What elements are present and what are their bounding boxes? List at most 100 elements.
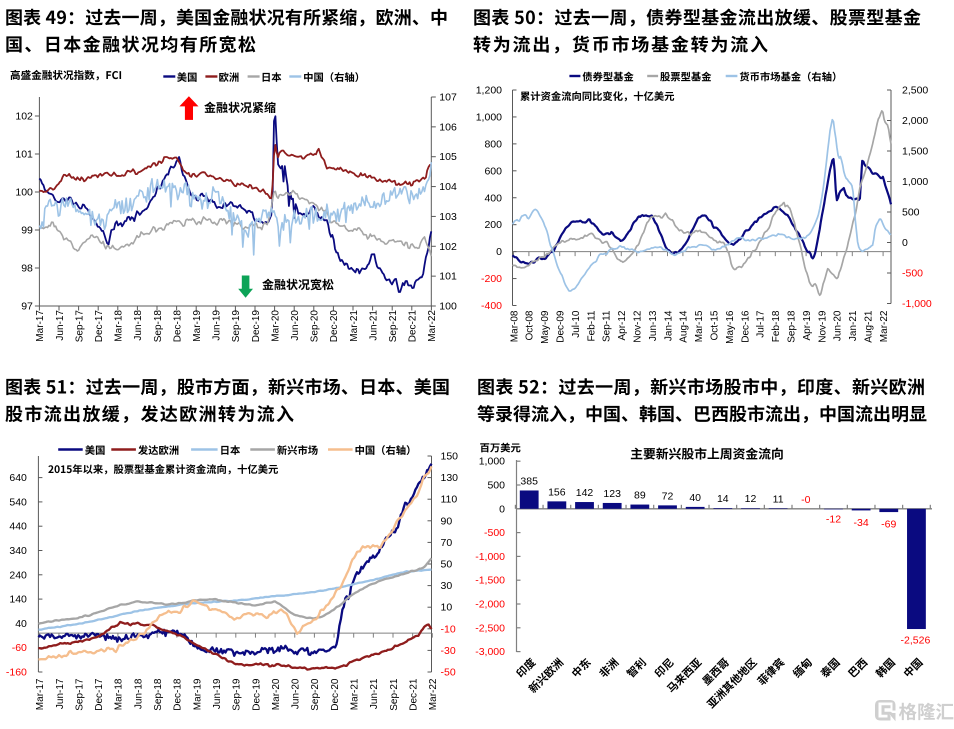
svg-text:Sep-19: Sep-19 bbox=[232, 678, 243, 711]
svg-text:800: 800 bbox=[484, 138, 502, 150]
svg-text:Mar-19: Mar-19 bbox=[192, 310, 203, 342]
svg-text:Jul-17: Jul-17 bbox=[756, 310, 767, 338]
svg-text:2,000: 2,000 bbox=[902, 115, 928, 127]
svg-text:97: 97 bbox=[21, 301, 33, 313]
svg-text:142: 142 bbox=[576, 487, 594, 499]
svg-text:-50: -50 bbox=[441, 667, 456, 679]
svg-text:Sep-18: Sep-18 bbox=[153, 310, 164, 343]
svg-text:Dec-09: Dec-09 bbox=[556, 310, 567, 343]
svg-text:12: 12 bbox=[745, 493, 757, 505]
svg-text:14: 14 bbox=[717, 493, 729, 505]
svg-text:-12: -12 bbox=[826, 513, 841, 525]
svg-text:0: 0 bbox=[902, 237, 908, 249]
svg-text:Jun-18: Jun-18 bbox=[133, 678, 144, 709]
svg-text:Mar-20: Mar-20 bbox=[270, 310, 281, 342]
svg-text:-1,500: -1,500 bbox=[475, 575, 505, 587]
svg-text:Mar-21: Mar-21 bbox=[349, 310, 360, 342]
svg-text:Mar-18: Mar-18 bbox=[114, 678, 125, 710]
svg-text:-34: -34 bbox=[854, 517, 869, 529]
svg-text:103: 103 bbox=[439, 211, 457, 223]
svg-text:Dec-19: Dec-19 bbox=[251, 678, 262, 711]
svg-text:Aug-21: Aug-21 bbox=[864, 310, 875, 343]
svg-text:Jun-20: Jun-20 bbox=[291, 678, 302, 709]
svg-text:Sep-17: Sep-17 bbox=[74, 310, 85, 343]
svg-text:Dec-18: Dec-18 bbox=[173, 678, 184, 711]
svg-text:0: 0 bbox=[496, 246, 502, 258]
svg-text:150: 150 bbox=[441, 451, 459, 463]
svg-text:-1,000: -1,000 bbox=[475, 551, 505, 563]
svg-text:-2,000: -2,000 bbox=[475, 599, 505, 611]
svg-text:Sep-20: Sep-20 bbox=[310, 310, 321, 343]
svg-text:400: 400 bbox=[484, 192, 502, 204]
svg-text:Jun-17: Jun-17 bbox=[55, 310, 66, 341]
svg-text:440: 440 bbox=[9, 521, 27, 533]
svg-text:Jun-21: Jun-21 bbox=[369, 678, 380, 709]
svg-text:1,200: 1,200 bbox=[476, 85, 502, 97]
svg-text:Jun-17: Jun-17 bbox=[55, 678, 66, 709]
svg-text:Aug-14: Aug-14 bbox=[679, 310, 690, 343]
svg-text:107: 107 bbox=[439, 92, 457, 104]
svg-text:Sep-17: Sep-17 bbox=[74, 678, 85, 711]
svg-text:Jun-18: Jun-18 bbox=[133, 310, 144, 341]
svg-text:Jan-21: Jan-21 bbox=[848, 310, 859, 341]
svg-text:Mar-17: Mar-17 bbox=[35, 678, 46, 710]
svg-text:-10: -10 bbox=[441, 623, 456, 635]
svg-text:50: 50 bbox=[441, 559, 453, 571]
svg-text:Mar-15: Mar-15 bbox=[694, 310, 705, 342]
svg-text:100: 100 bbox=[15, 187, 33, 199]
svg-text:-400: -400 bbox=[481, 300, 502, 312]
svg-text:Mar-22: Mar-22 bbox=[427, 310, 438, 342]
svg-text:340: 340 bbox=[9, 545, 27, 557]
svg-text:1,000: 1,000 bbox=[902, 176, 928, 188]
svg-text:-3,000: -3,000 bbox=[475, 646, 505, 658]
svg-text:-0: -0 bbox=[801, 494, 810, 506]
svg-text:110: 110 bbox=[441, 494, 458, 506]
svg-text:-200: -200 bbox=[481, 273, 502, 285]
svg-text:130: 130 bbox=[441, 472, 459, 484]
svg-text:123: 123 bbox=[603, 488, 621, 500]
svg-text:10: 10 bbox=[441, 602, 453, 614]
svg-text:2,500: 2,500 bbox=[902, 85, 928, 97]
svg-text:Dec-20: Dec-20 bbox=[329, 310, 340, 343]
svg-text:0: 0 bbox=[499, 503, 505, 515]
svg-text:Dec-19: Dec-19 bbox=[251, 310, 262, 343]
svg-text:70: 70 bbox=[441, 537, 453, 549]
svg-text:-2,500: -2,500 bbox=[475, 622, 505, 634]
svg-text:540: 540 bbox=[9, 496, 27, 508]
svg-text:1,000: 1,000 bbox=[476, 111, 502, 123]
svg-text:May-16: May-16 bbox=[725, 310, 736, 344]
svg-text:Oct-08: Oct-08 bbox=[525, 310, 536, 340]
svg-text:-1,000: -1,000 bbox=[902, 298, 932, 310]
svg-text:Sep-18: Sep-18 bbox=[787, 310, 798, 343]
svg-text:-2,526: -2,526 bbox=[901, 635, 931, 647]
svg-text:Nov-19: Nov-19 bbox=[817, 310, 828, 343]
svg-text:Mar-21: Mar-21 bbox=[350, 678, 361, 710]
svg-text:72: 72 bbox=[662, 490, 674, 502]
svg-text:Jun-21: Jun-21 bbox=[368, 310, 379, 341]
svg-text:102: 102 bbox=[439, 241, 457, 253]
svg-text:Dec-20: Dec-20 bbox=[330, 678, 341, 711]
svg-text:Dec-16: Dec-16 bbox=[740, 310, 751, 343]
svg-text:Mar-20: Mar-20 bbox=[271, 678, 282, 710]
svg-text:Jun-20: Jun-20 bbox=[833, 310, 844, 341]
svg-text:Jul-10: Jul-10 bbox=[571, 310, 582, 338]
svg-text:Mar-22: Mar-22 bbox=[428, 678, 439, 710]
svg-text:140: 140 bbox=[9, 594, 27, 606]
svg-text:40: 40 bbox=[15, 618, 27, 630]
svg-text:200: 200 bbox=[484, 219, 502, 231]
svg-text:-160: -160 bbox=[6, 667, 27, 679]
svg-text:1,000: 1,000 bbox=[479, 456, 505, 468]
svg-text:Mar-08: Mar-08 bbox=[509, 310, 520, 342]
svg-text:Dec-18: Dec-18 bbox=[172, 310, 183, 343]
svg-text:-60: -60 bbox=[12, 642, 27, 654]
svg-text:Feb-11: Feb-11 bbox=[586, 310, 597, 341]
svg-text:90: 90 bbox=[441, 515, 453, 527]
svg-text:Feb-18: Feb-18 bbox=[771, 310, 782, 342]
svg-text:105: 105 bbox=[439, 151, 457, 163]
svg-text:240: 240 bbox=[9, 569, 27, 581]
svg-text:500: 500 bbox=[487, 480, 505, 492]
svg-text:Dec-17: Dec-17 bbox=[94, 678, 105, 711]
svg-text:Apr-12: Apr-12 bbox=[617, 310, 628, 340]
svg-text:600: 600 bbox=[484, 165, 502, 177]
svg-text:-500: -500 bbox=[484, 527, 505, 539]
